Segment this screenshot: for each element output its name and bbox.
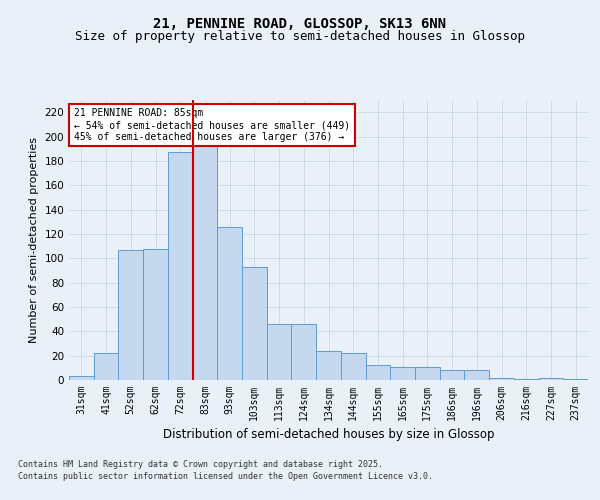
Bar [563,379,588,380]
Bar [316,351,341,380]
Bar [267,324,292,380]
Bar [341,353,365,380]
Bar [118,250,143,380]
Bar [168,152,193,380]
Bar [514,379,539,380]
Text: Contains HM Land Registry data © Crown copyright and database right 2025.: Contains HM Land Registry data © Crown c… [18,460,383,469]
Bar [415,366,440,380]
Bar [193,124,217,380]
Bar [69,376,94,380]
Text: Size of property relative to semi-detached houses in Glossop: Size of property relative to semi-detach… [75,30,525,43]
Y-axis label: Number of semi-detached properties: Number of semi-detached properties [29,137,39,343]
Bar [94,353,118,380]
Bar [440,370,464,380]
Bar [292,324,316,380]
Bar [217,226,242,380]
Bar [242,267,267,380]
X-axis label: Distribution of semi-detached houses by size in Glossop: Distribution of semi-detached houses by … [163,428,494,442]
Bar [365,366,390,380]
Text: 21, PENNINE ROAD, GLOSSOP, SK13 6NN: 21, PENNINE ROAD, GLOSSOP, SK13 6NN [154,18,446,32]
Bar [390,366,415,380]
Bar [489,378,514,380]
Bar [464,370,489,380]
Bar [143,248,168,380]
Text: 21 PENNINE ROAD: 85sqm
← 54% of semi-detached houses are smaller (449)
45% of se: 21 PENNINE ROAD: 85sqm ← 54% of semi-det… [74,108,350,142]
Text: Contains public sector information licensed under the Open Government Licence v3: Contains public sector information licen… [18,472,433,481]
Bar [539,378,563,380]
